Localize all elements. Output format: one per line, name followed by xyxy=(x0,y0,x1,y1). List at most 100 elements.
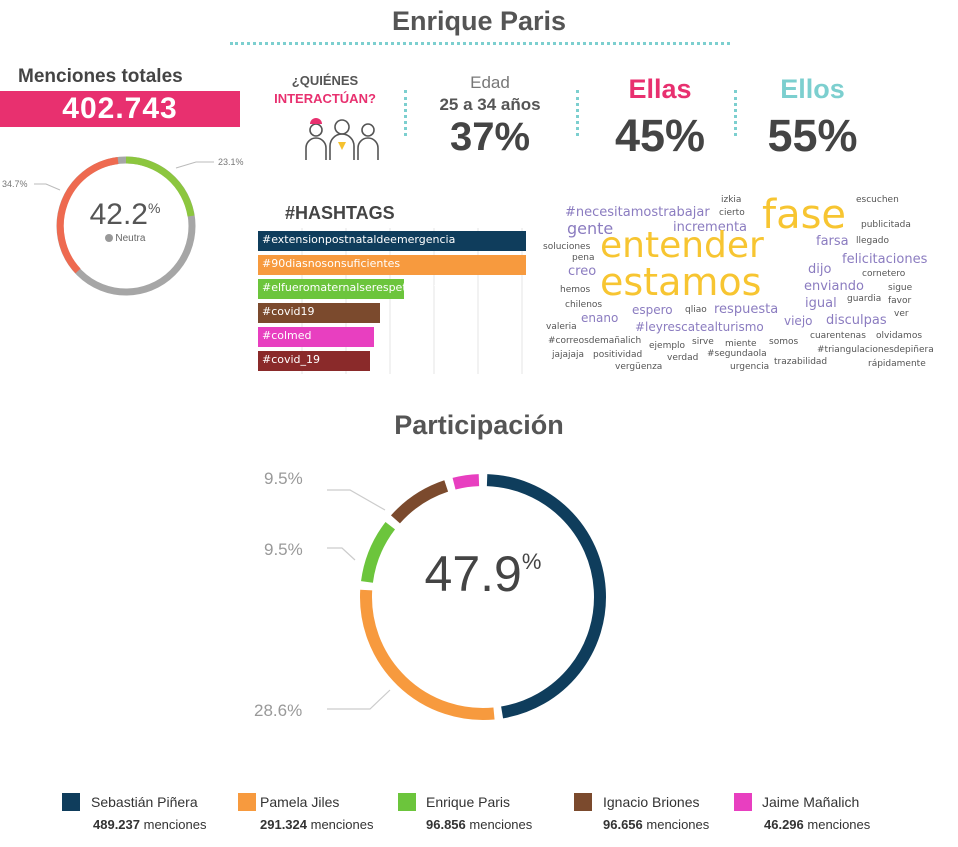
word-cloud-word: sigue xyxy=(888,283,913,293)
word-cloud-word: rápidamente xyxy=(868,359,926,369)
legend-count: 489.237 xyxy=(93,817,140,832)
word-cloud-word: pena xyxy=(572,253,595,263)
legend-unit: menciones xyxy=(807,817,871,832)
word-cloud-word: trazabilidad xyxy=(774,357,828,367)
word-cloud-word: sirve xyxy=(692,337,714,347)
word-cloud-word: #triangulacionesdepiñera xyxy=(817,345,934,355)
word-cloud-word: gente xyxy=(567,219,614,238)
donut-slice xyxy=(486,474,606,719)
legend-count: 96.856 xyxy=(426,817,466,832)
word-cloud-word: incrementa xyxy=(673,220,748,235)
divider-3 xyxy=(734,90,737,136)
word-cloud-word: disculpas xyxy=(826,313,887,328)
legend-count: 46.296 xyxy=(764,817,804,832)
word-cloud-word: enano xyxy=(581,311,619,325)
legend-unit: menciones xyxy=(646,817,710,832)
participation-donut xyxy=(327,474,606,720)
word-cloud-word: felicitaciones xyxy=(842,252,928,267)
participation-label-middle: 9.5% xyxy=(264,540,303,559)
participation-title: Participación xyxy=(394,410,564,440)
participation-value-unit: % xyxy=(521,549,542,574)
sentiment-positive-arc xyxy=(125,156,195,217)
hashtags-title: #HASHTAGS xyxy=(285,203,395,223)
word-cloud-word: chilenos xyxy=(565,300,603,310)
participation-label-bottom: 28.6% xyxy=(254,701,303,720)
hashtag-label: #elfueromaternalserespetanoafc xyxy=(262,281,444,294)
word-cloud-word: soluciones xyxy=(543,242,591,252)
leader-line-middle xyxy=(327,547,356,561)
participation-center-value: 47.9% xyxy=(383,545,583,603)
divider-1 xyxy=(404,90,407,136)
word-cloud-word: farsa xyxy=(816,234,849,249)
word-cloud-word: viejo xyxy=(784,314,813,328)
sentiment-positive-label: 23.1% xyxy=(218,157,244,167)
legend-label: Ignacio Briones xyxy=(603,794,700,810)
legend-value: 96.856 menciones xyxy=(426,817,532,832)
word-cloud-word: qliao xyxy=(685,305,707,315)
men-label: Ellos xyxy=(780,74,845,104)
hashtag-bar: #90diasnosonsuficientes xyxy=(258,255,526,275)
age-range: 25 a 34 años xyxy=(439,95,541,114)
hashtag-bar: #extensionpostnataldeemergencia xyxy=(258,231,526,251)
word-cloud-word: estamos xyxy=(600,260,762,304)
divider-2 xyxy=(576,90,579,136)
hashtag-label: #extensionpostnataldeemergencia xyxy=(262,233,456,246)
legend-unit: menciones xyxy=(143,817,207,832)
who-interacts-line2: INTERACTÚAN? xyxy=(274,91,376,106)
word-cloud-word: somos xyxy=(769,337,799,347)
sentiment-negative-label: 34.7% xyxy=(2,179,28,189)
title-divider xyxy=(230,42,730,45)
legend-value: 46.296 menciones xyxy=(764,817,870,832)
hashtag-label: #90diasnosonsuficientes xyxy=(262,257,401,270)
word-cloud-word: ejemplo xyxy=(649,341,686,351)
donut-slice xyxy=(452,474,480,490)
word-cloud-word: miente xyxy=(725,339,757,349)
sentiment-negative-arc xyxy=(56,157,119,274)
word-cloud-word: verdad xyxy=(667,353,699,363)
legend-swatch xyxy=(398,793,416,811)
mentions-label: Menciones totales xyxy=(18,66,183,87)
word-cloud-word: jajajaja xyxy=(552,350,585,360)
legend-value: 489.237 menciones xyxy=(93,817,207,832)
age-percent: 37% xyxy=(449,115,531,159)
leader-line-top xyxy=(327,489,386,511)
sentiment-center-value: 42.2% xyxy=(60,198,190,232)
word-cloud-word: valeria xyxy=(546,322,577,332)
word-cloud-word: fase xyxy=(762,192,847,238)
hashtag-bar: #colmed xyxy=(258,327,374,347)
positive-leader-line xyxy=(175,161,214,169)
women-label: Ellas xyxy=(628,74,692,104)
people-icon xyxy=(305,118,379,160)
word-cloud-word: positividad xyxy=(593,350,643,360)
word-cloud-word: creo xyxy=(568,264,597,279)
sentiment-value-number: 42.2 xyxy=(89,198,148,231)
page-title: Enrique Paris xyxy=(391,6,567,36)
chart-legend: Sebastián Piñera 489.237 menciones Pamel… xyxy=(0,780,958,840)
participation-label-top: 9.5% xyxy=(264,469,303,488)
word-cloud-word: entender xyxy=(600,225,764,266)
hashtag-label: #colmed xyxy=(262,329,312,342)
hashtag-bar: #covid_19 xyxy=(258,351,370,371)
hashtag-bar: #covid19 xyxy=(258,303,380,323)
hashtag-label: #covid19 xyxy=(262,305,315,318)
hashtag-grid xyxy=(301,228,523,374)
legend-unit: menciones xyxy=(310,817,374,832)
who-interacts-heading: ¿QUIÉNES INTERACTÚAN? xyxy=(258,72,392,108)
word-cloud-word: cierto xyxy=(719,208,745,218)
word-cloud: izkia escuchen #necesitamostrabajar cier… xyxy=(540,193,948,379)
mentions-value: 402.743 xyxy=(0,91,240,127)
donut-slice xyxy=(360,589,495,720)
age-label: Edad xyxy=(470,73,510,92)
legend-swatch xyxy=(62,793,80,811)
leader-line-bottom xyxy=(327,689,391,710)
word-cloud-word: enviando xyxy=(804,279,864,294)
word-cloud-word: dijo xyxy=(808,262,832,277)
word-cloud-word: ver xyxy=(894,309,909,319)
word-cloud-word: #correosdemañalich xyxy=(548,336,642,346)
donut-slice xyxy=(361,522,396,583)
sentiment-center-label: Neutra xyxy=(60,233,190,244)
donut-slice xyxy=(390,480,449,524)
legend-value: 291.324 menciones xyxy=(260,817,374,832)
word-cloud-word: guardia xyxy=(847,294,882,304)
word-cloud-word: olvidamos xyxy=(876,331,923,341)
